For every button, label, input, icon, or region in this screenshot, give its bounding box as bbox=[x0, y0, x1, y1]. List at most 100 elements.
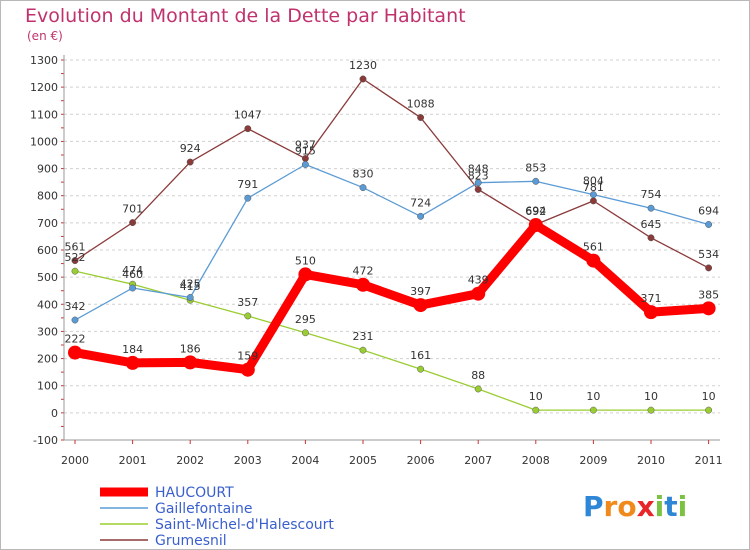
data-label: 754 bbox=[641, 188, 662, 201]
data-label: 694 bbox=[698, 204, 719, 217]
data-point bbox=[356, 277, 370, 292]
data-label: 692 bbox=[525, 205, 546, 218]
data-label: 534 bbox=[698, 248, 719, 261]
data-point bbox=[129, 219, 137, 227]
y-tick-label: 1200 bbox=[30, 81, 58, 94]
data-point bbox=[474, 385, 482, 393]
data-point bbox=[244, 312, 252, 320]
data-point bbox=[528, 218, 543, 233]
data-point bbox=[589, 191, 597, 199]
y-tick-label: 700 bbox=[37, 217, 58, 230]
data-label: 724 bbox=[410, 196, 431, 209]
data-point bbox=[474, 186, 482, 193]
data-point bbox=[701, 301, 716, 316]
data-label: 161 bbox=[410, 349, 431, 362]
data-label: 474 bbox=[122, 264, 143, 277]
data-label: 823 bbox=[468, 169, 489, 182]
data-point bbox=[586, 253, 601, 268]
data-labels: 222 184 186 159 510 472 397 439 692 561 371 385 342 4… bbox=[65, 59, 720, 403]
logo-letter: o bbox=[617, 490, 636, 523]
y-tick-label: 1300 bbox=[30, 54, 58, 67]
data-label: 357 bbox=[237, 296, 258, 309]
data-point bbox=[244, 125, 252, 133]
y-tick-label: -100 bbox=[33, 434, 58, 447]
grid-lines bbox=[64, 59, 720, 441]
data-point bbox=[71, 316, 79, 324]
logo-letter: i bbox=[655, 490, 665, 523]
data-point bbox=[532, 406, 540, 414]
y-tick-label: 300 bbox=[37, 325, 58, 338]
data-label: 371 bbox=[641, 292, 662, 305]
data-label: 1230 bbox=[349, 59, 377, 72]
legend: HAUCOURTGaillefontaineSaint-Michel-d'Hal… bbox=[100, 485, 334, 549]
data-label: 561 bbox=[65, 241, 86, 254]
data-point bbox=[417, 114, 425, 121]
data-label: 804 bbox=[583, 175, 604, 188]
data-point bbox=[474, 179, 482, 187]
data-label: 186 bbox=[180, 342, 201, 355]
data-point bbox=[240, 362, 255, 377]
x-tick-label: 2005 bbox=[349, 454, 377, 467]
data-label: 924 bbox=[180, 142, 201, 155]
data-point bbox=[71, 257, 79, 265]
data-label: 385 bbox=[698, 288, 719, 301]
x-tick-label: 2003 bbox=[234, 454, 262, 467]
legend-label: HAUCOURT bbox=[155, 485, 234, 501]
data-label: 781 bbox=[583, 181, 604, 194]
x-tick-label: 2002 bbox=[176, 454, 204, 467]
data-label: 937 bbox=[295, 139, 316, 152]
series-layer bbox=[68, 75, 716, 414]
data-label: 853 bbox=[525, 161, 546, 174]
data-label: 472 bbox=[353, 265, 374, 278]
data-label: 231 bbox=[353, 330, 374, 343]
legend-label: Saint-Michel-d'Halescourt bbox=[155, 517, 334, 533]
data-label: 415 bbox=[180, 280, 201, 293]
x-tick-label: 2011 bbox=[695, 454, 723, 467]
data-label: 397 bbox=[410, 285, 431, 298]
legend-label: Grumesnil bbox=[155, 533, 227, 549]
data-label: 184 bbox=[122, 343, 143, 356]
data-point bbox=[705, 264, 713, 272]
data-label: 510 bbox=[295, 254, 316, 267]
data-label: 1047 bbox=[234, 109, 262, 122]
data-label: 342 bbox=[65, 300, 86, 313]
series-line-saint-michel-d-halescourt bbox=[74, 270, 710, 411]
x-tick-label: 2000 bbox=[61, 454, 89, 467]
data-point bbox=[644, 305, 658, 320]
data-point bbox=[647, 406, 655, 414]
x-tick-label: 2007 bbox=[464, 454, 492, 467]
x-tick-label: 2009 bbox=[579, 454, 607, 467]
x-tick-label: 2008 bbox=[522, 454, 550, 467]
y-tick-label: 100 bbox=[37, 380, 58, 393]
data-point bbox=[71, 267, 79, 275]
data-label: 791 bbox=[237, 178, 258, 191]
data-point bbox=[359, 184, 367, 192]
chart-subtitle: (en €) bbox=[27, 29, 63, 43]
data-label: 10 bbox=[586, 390, 600, 403]
axes: -100 0 100 200 300 400 500 600 700 800 900 1000 1100… bbox=[30, 54, 723, 467]
data-label: 915 bbox=[295, 145, 316, 158]
data-point bbox=[186, 158, 194, 166]
series-line-gaillefontaine bbox=[74, 163, 710, 321]
chart-title: Evolution du Montant de la Dette par Hab… bbox=[25, 5, 466, 27]
data-point bbox=[244, 194, 252, 202]
data-label: 522 bbox=[65, 251, 86, 264]
data-label: 439 bbox=[468, 274, 489, 287]
data-point bbox=[589, 406, 597, 414]
data-label: 460 bbox=[122, 268, 143, 281]
data-label: 1088 bbox=[407, 98, 435, 111]
y-tick-label: 900 bbox=[37, 163, 58, 176]
data-label: 848 bbox=[468, 163, 489, 176]
x-tick-label: 2010 bbox=[637, 454, 665, 467]
data-point bbox=[359, 75, 367, 83]
data-point bbox=[186, 294, 194, 301]
y-tick-label: 500 bbox=[37, 271, 58, 284]
data-label: 222 bbox=[65, 333, 86, 346]
data-point bbox=[532, 177, 540, 185]
y-tick-label: 1000 bbox=[30, 135, 58, 148]
proxiti-logo: Proxiti bbox=[583, 490, 687, 523]
data-point bbox=[301, 161, 309, 168]
data-label: 701 bbox=[122, 203, 143, 216]
